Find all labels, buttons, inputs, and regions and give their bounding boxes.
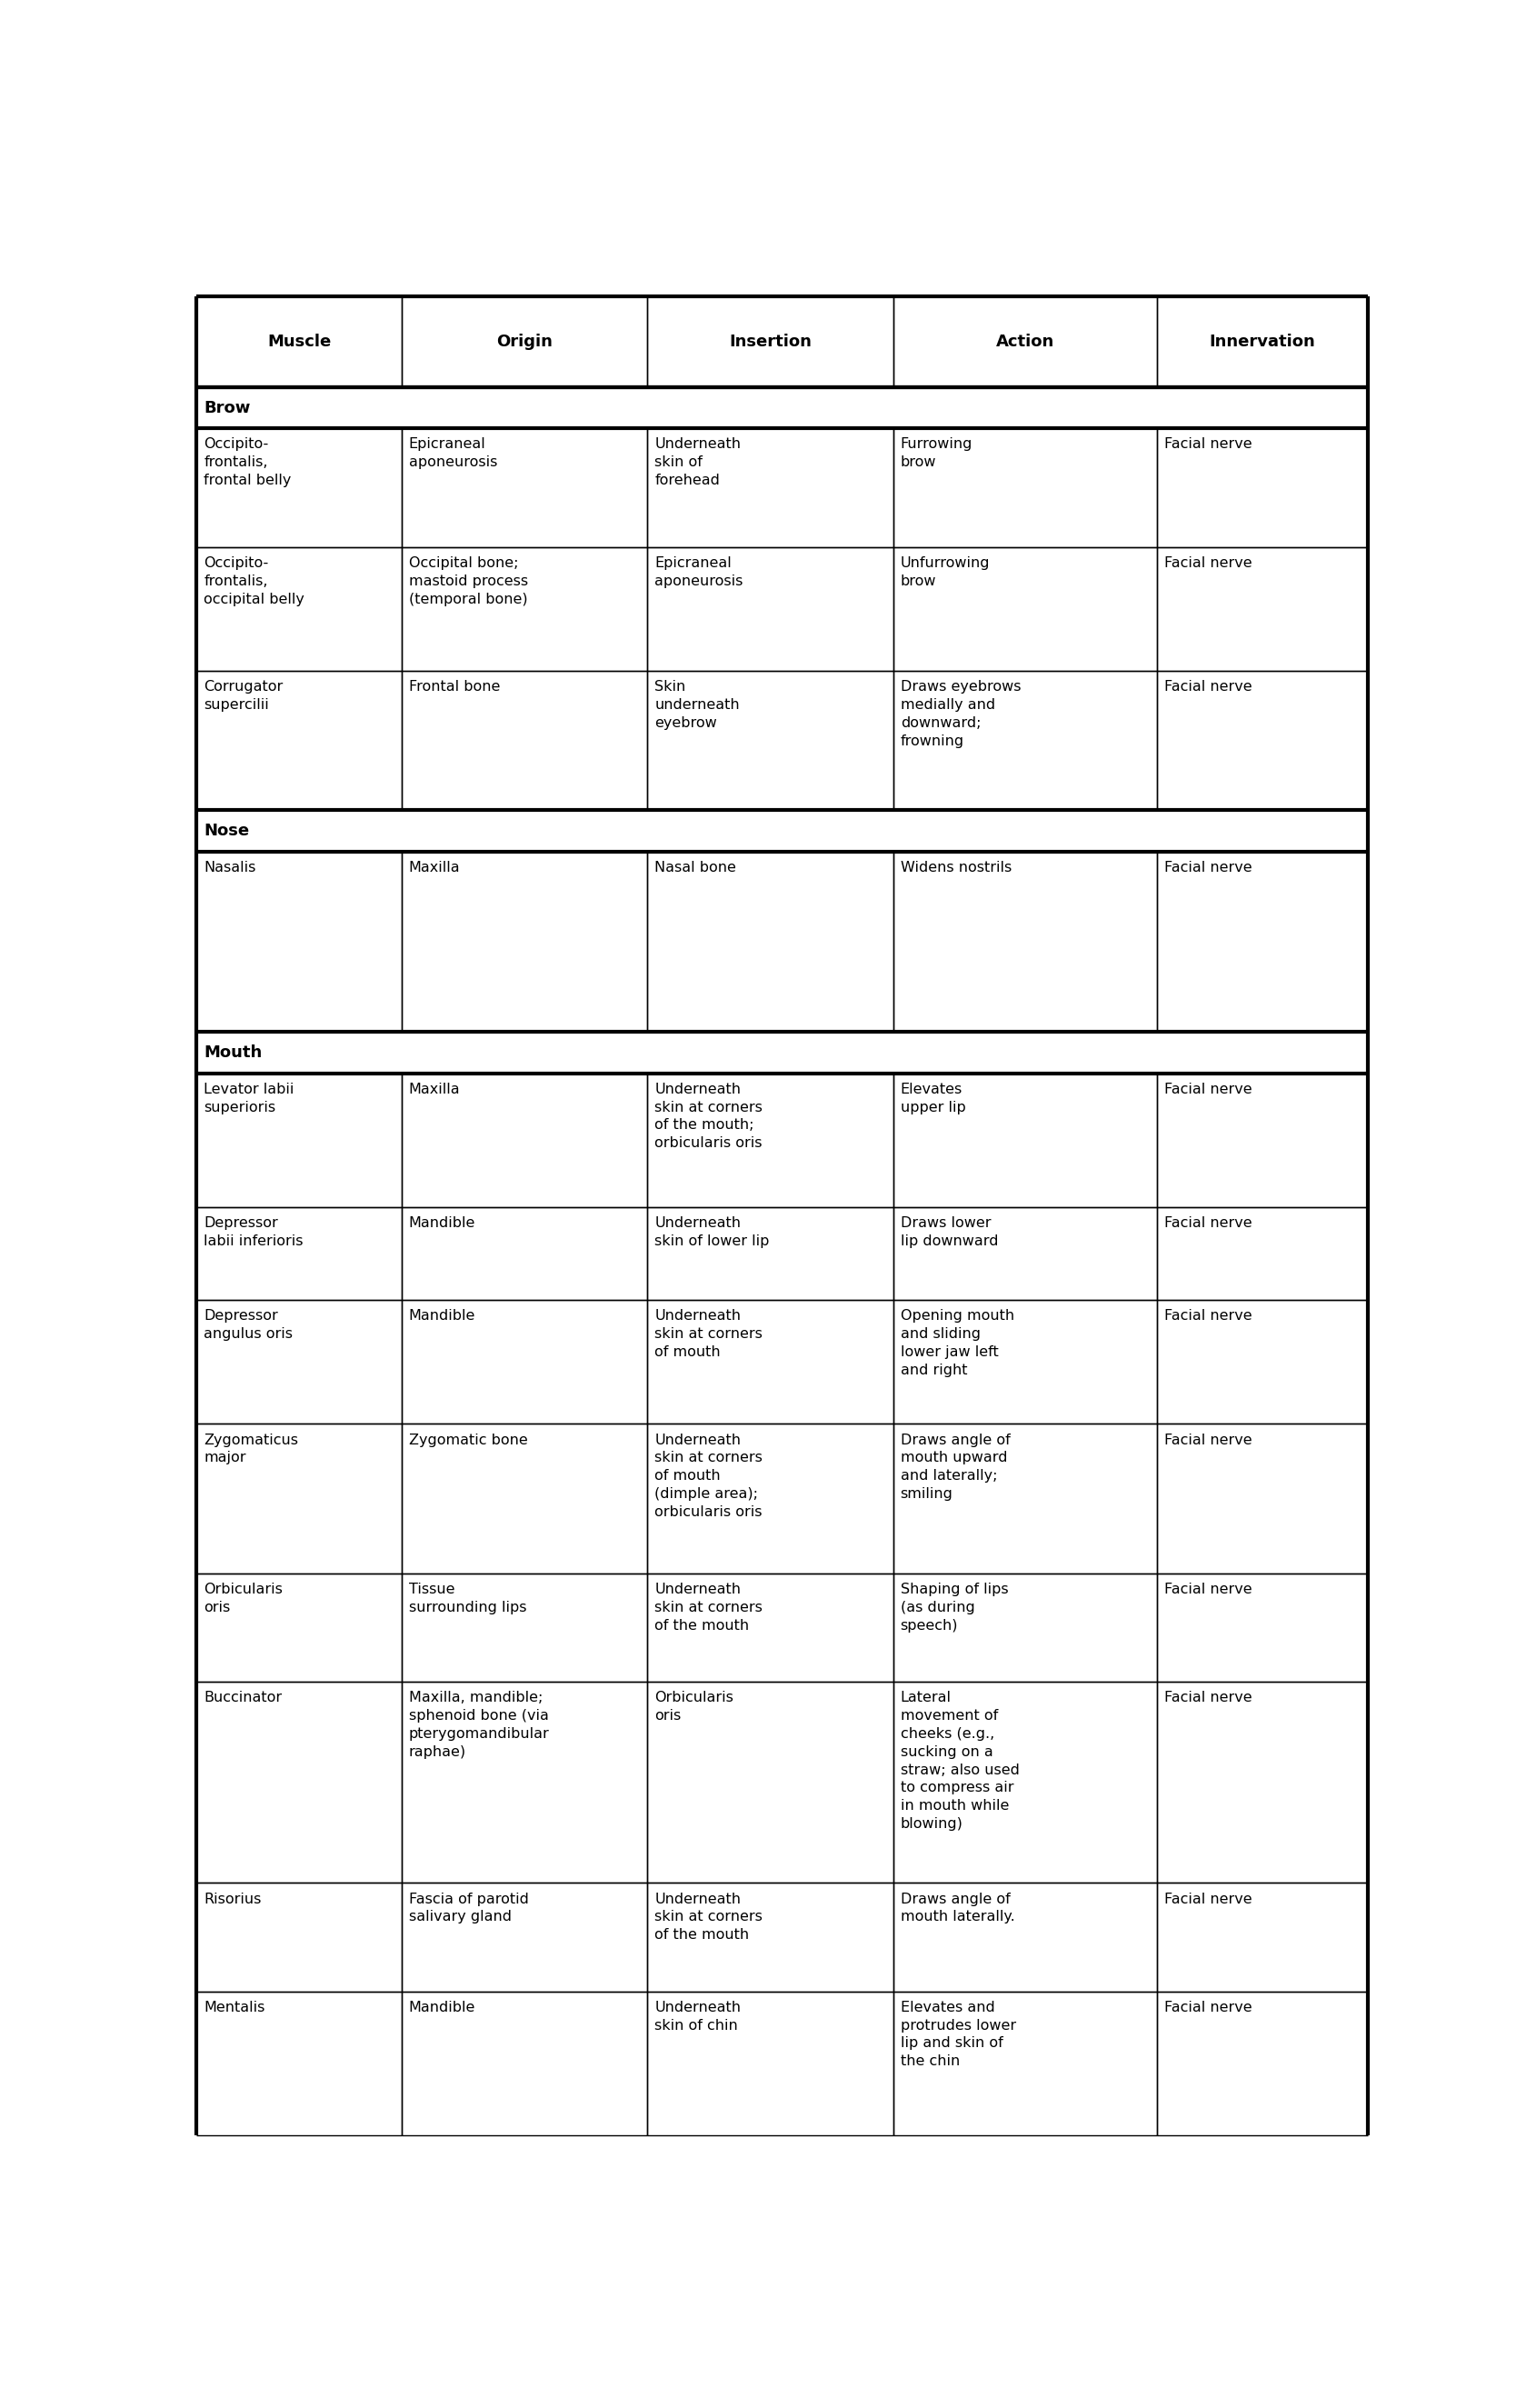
Text: Underneath
skin at corners
of the mouth: Underneath skin at corners of the mouth [655, 1582, 763, 1633]
Text: Orbicularis
oris: Orbicularis oris [655, 1690, 734, 1722]
Text: Tissue
surrounding lips: Tissue surrounding lips [409, 1582, 526, 1613]
Text: Buccinator: Buccinator [204, 1690, 282, 1705]
Text: Facial nerve: Facial nerve [1164, 1310, 1251, 1322]
Text: Facial nerve: Facial nerve [1164, 1893, 1251, 1905]
Text: Occipital bone;
mastoid process
(temporal bone): Occipital bone; mastoid process (tempora… [409, 556, 528, 607]
Text: Underneath
skin at corners
of mouth: Underneath skin at corners of mouth [655, 1310, 763, 1358]
Text: Brow: Brow [204, 400, 250, 417]
Text: Unfurrowing
brow: Unfurrowing brow [900, 556, 990, 588]
Text: Maxilla: Maxilla [409, 860, 461, 874]
Text: Maxilla, mandible;
sphenoid bone (via
pterygomandibular
raphae): Maxilla, mandible; sphenoid bone (via pt… [409, 1690, 549, 1758]
Text: Risorius: Risorius [204, 1893, 261, 1905]
Text: Shaping of lips
(as during
speech): Shaping of lips (as during speech) [900, 1582, 1009, 1633]
Text: Action: Action [996, 335, 1054, 349]
Text: Depressor
angulus oris: Depressor angulus oris [204, 1310, 293, 1341]
Text: Underneath
skin at corners
of the mouth: Underneath skin at corners of the mouth [655, 1893, 763, 1941]
Text: Origin: Origin [496, 335, 552, 349]
Text: Epicraneal
aponeurosis: Epicraneal aponeurosis [409, 438, 497, 470]
Text: Frontal bone: Frontal bone [409, 679, 501, 694]
Text: Underneath
skin of
forehead: Underneath skin of forehead [655, 438, 740, 486]
Text: Nasalis: Nasalis [204, 860, 256, 874]
Text: Underneath
skin at corners
of mouth
(dimple area);
orbicularis oris: Underneath skin at corners of mouth (dim… [655, 1433, 763, 1519]
Text: Facial nerve: Facial nerve [1164, 1084, 1251, 1096]
Text: Mandible: Mandible [409, 1216, 475, 1230]
Text: Facial nerve: Facial nerve [1164, 1433, 1251, 1447]
Text: Epicraneal
aponeurosis: Epicraneal aponeurosis [655, 556, 743, 588]
Text: Facial nerve: Facial nerve [1164, 1582, 1251, 1597]
Text: Draws angle of
mouth upward
and laterally;
smiling: Draws angle of mouth upward and laterall… [900, 1433, 1010, 1500]
Text: Mentalis: Mentalis [204, 2001, 266, 2013]
Text: Facial nerve: Facial nerve [1164, 2001, 1251, 2013]
Text: Lateral
movement of
cheeks (e.g.,
sucking on a
straw; also used
to compress air
: Lateral movement of cheeks (e.g., suckin… [900, 1690, 1019, 1830]
Text: Skin
underneath
eyebrow: Skin underneath eyebrow [655, 679, 740, 730]
Text: Depressor
labii inferioris: Depressor labii inferioris [204, 1216, 304, 1247]
Text: Mouth: Mouth [204, 1045, 262, 1060]
Text: Widens nostrils: Widens nostrils [900, 860, 1012, 874]
Text: Insertion: Insertion [729, 335, 812, 349]
Text: Fascia of parotid
salivary gland: Fascia of parotid salivary gland [409, 1893, 528, 1924]
Text: Draws eyebrows
medially and
downward;
frowning: Draws eyebrows medially and downward; fr… [900, 679, 1021, 749]
Text: Elevates
upper lip: Elevates upper lip [900, 1084, 966, 1115]
Text: Draws lower
lip downward: Draws lower lip downward [900, 1216, 998, 1247]
Text: Facial nerve: Facial nerve [1164, 1216, 1251, 1230]
Text: Underneath
skin at corners
of the mouth;
orbicularis oris: Underneath skin at corners of the mouth;… [655, 1084, 763, 1151]
Text: Orbicularis
oris: Orbicularis oris [204, 1582, 282, 1613]
Text: Levator labii
superioris: Levator labii superioris [204, 1084, 295, 1115]
Text: Facial nerve: Facial nerve [1164, 438, 1251, 450]
Text: Elevates and
protrudes lower
lip and skin of
the chin: Elevates and protrudes lower lip and ski… [900, 2001, 1016, 2068]
Text: Maxilla: Maxilla [409, 1084, 461, 1096]
Text: Underneath
skin of lower lip: Underneath skin of lower lip [655, 1216, 769, 1247]
Text: Underneath
skin of chin: Underneath skin of chin [655, 2001, 740, 2032]
Text: Occipito-
frontalis,
frontal belly: Occipito- frontalis, frontal belly [204, 438, 291, 486]
Text: Facial nerve: Facial nerve [1164, 556, 1251, 571]
Text: Occipito-
frontalis,
occipital belly: Occipito- frontalis, occipital belly [204, 556, 305, 607]
Text: Zygomaticus
major: Zygomaticus major [204, 1433, 298, 1464]
Text: Nose: Nose [204, 824, 249, 838]
Text: Opening mouth
and sliding
lower jaw left
and right: Opening mouth and sliding lower jaw left… [900, 1310, 1015, 1377]
Text: Facial nerve: Facial nerve [1164, 679, 1251, 694]
Text: Furrowing
brow: Furrowing brow [900, 438, 972, 470]
Text: Zygomatic bone: Zygomatic bone [409, 1433, 528, 1447]
Text: Facial nerve: Facial nerve [1164, 1690, 1251, 1705]
Text: Muscle: Muscle [267, 335, 331, 349]
Text: Draws angle of
mouth laterally.: Draws angle of mouth laterally. [900, 1893, 1015, 1924]
Text: Mandible: Mandible [409, 2001, 475, 2013]
Text: Corrugator
supercilii: Corrugator supercilii [204, 679, 282, 713]
Text: Nasal bone: Nasal bone [655, 860, 736, 874]
Text: Facial nerve: Facial nerve [1164, 860, 1251, 874]
Text: Mandible: Mandible [409, 1310, 475, 1322]
Text: Innervation: Innervation [1209, 335, 1315, 349]
